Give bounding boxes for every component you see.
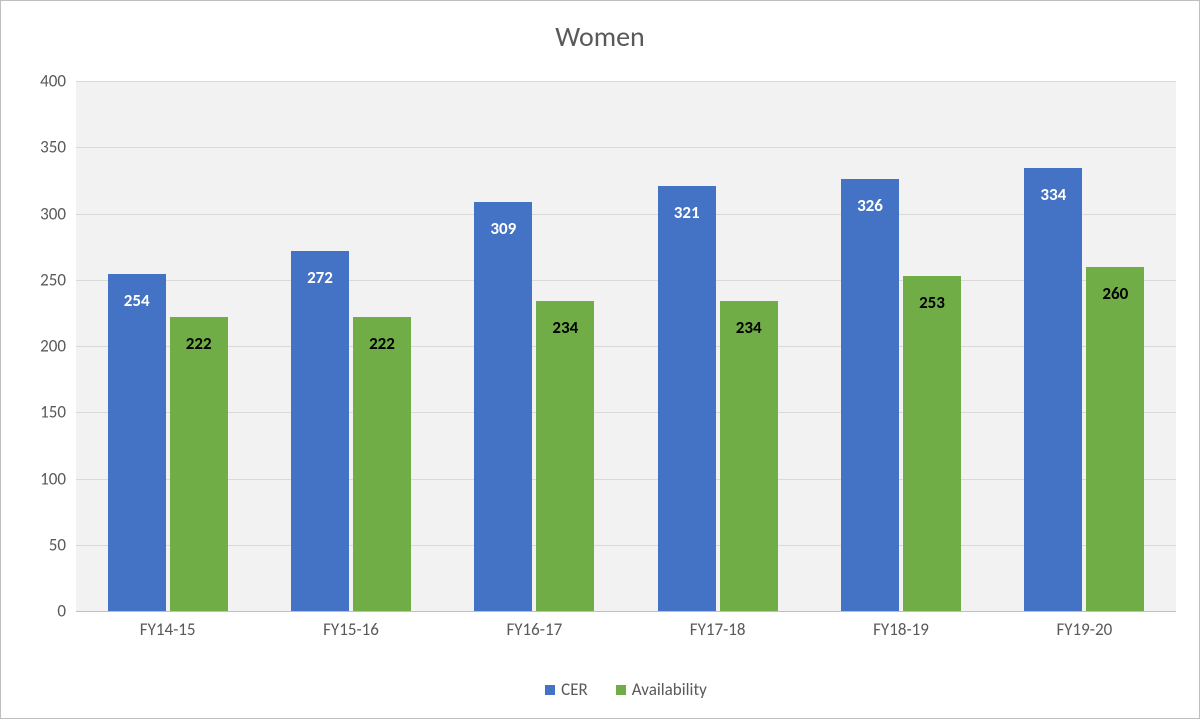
gridline	[76, 479, 1176, 480]
bar-cer: 334	[1024, 168, 1082, 611]
bar-cer: 309	[474, 202, 532, 611]
y-tick-label: 400	[16, 71, 76, 92]
data-label: 253	[903, 292, 961, 313]
data-label: 260	[1086, 283, 1144, 304]
bar-cer: 272	[291, 251, 349, 611]
legend-item: CER	[545, 679, 588, 700]
y-tick-label: 0	[16, 601, 76, 622]
y-tick-label: 250	[16, 269, 76, 290]
data-label: 222	[353, 333, 411, 354]
y-tick-label: 50	[16, 534, 76, 555]
gridline	[76, 412, 1176, 413]
chart-container: Women 0 50 100 150 200 250 300 350 400 FY14-15 254…	[0, 0, 1200, 719]
data-label: 222	[170, 333, 228, 354]
x-axis-line	[76, 611, 1176, 612]
legend-swatch	[616, 685, 626, 695]
y-tick-label: 150	[16, 402, 76, 423]
x-tick-label: FY19-20	[1056, 611, 1112, 640]
bar-availability: 260	[1086, 267, 1144, 612]
gridline	[76, 81, 1176, 82]
legend: CER Availability	[76, 679, 1176, 700]
plot-area: 050100150200250300350400FY14-15254222FY1…	[76, 81, 1176, 611]
x-tick-label: FY17-18	[690, 611, 746, 640]
bar-availability: 253	[903, 276, 961, 611]
data-label: 334	[1024, 184, 1082, 205]
x-tick-label: FY16-17	[506, 611, 562, 640]
y-tick-label: 200	[16, 336, 76, 357]
x-tick-label: FY15-16	[323, 611, 379, 640]
y-tick-label: 350	[16, 137, 76, 158]
data-label: 321	[658, 202, 716, 223]
y-tick-label: 300	[16, 203, 76, 224]
bar-cer: 321	[658, 186, 716, 611]
legend-swatch	[545, 685, 555, 695]
data-label: 272	[291, 267, 349, 288]
gridline	[76, 346, 1176, 347]
bar-cer: 326	[841, 179, 899, 611]
x-tick-label: FY18-19	[873, 611, 929, 640]
y-tick-label: 100	[16, 468, 76, 489]
legend-item: Availability	[616, 679, 707, 700]
data-label: 254	[108, 290, 166, 311]
gridline	[76, 147, 1176, 148]
data-label: 326	[841, 195, 899, 216]
bar-cer: 254	[108, 274, 166, 611]
bar-availability: 222	[353, 317, 411, 611]
gridline	[76, 280, 1176, 281]
data-label: 234	[536, 317, 594, 338]
bar-availability: 234	[536, 301, 594, 611]
bar-availability: 222	[170, 317, 228, 611]
x-tick-label: FY14-15	[140, 611, 196, 640]
legend-label: Availability	[632, 679, 707, 700]
bar-availability: 234	[720, 301, 778, 611]
chart-title: Women	[1, 19, 1199, 54]
data-label: 309	[474, 218, 532, 239]
data-label: 234	[720, 317, 778, 338]
gridline	[76, 214, 1176, 215]
legend-label: CER	[561, 679, 588, 700]
gridline	[76, 545, 1176, 546]
